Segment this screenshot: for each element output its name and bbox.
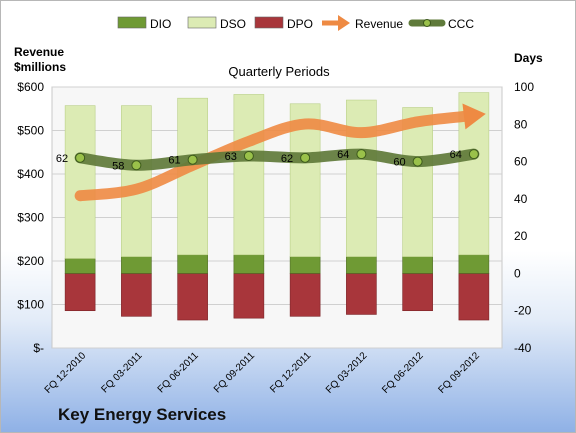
ccc-data-label: 64	[450, 149, 462, 161]
x-axis-tick: FQ 09-2011	[212, 350, 257, 395]
left-axis-tick: $600	[17, 80, 44, 94]
ccc-point	[300, 152, 311, 163]
right-axis-tick: 0	[514, 266, 521, 280]
legend-label: CCC	[448, 17, 474, 31]
x-axis-tick: FQ 09-2012	[436, 350, 482, 396]
ccc-point	[187, 154, 198, 165]
left-axis-label: $millions	[14, 60, 66, 74]
bar-dso	[177, 97, 208, 256]
right-axis-tick: 20	[514, 229, 528, 243]
ccc-data-label: 64	[337, 149, 349, 161]
legend-label: DSO	[220, 17, 246, 31]
bar-dso	[233, 94, 265, 256]
bar-dso	[64, 105, 96, 259]
left-axis-tick: $100	[17, 298, 44, 312]
x-axis-tick: FQ 06-2011	[156, 350, 201, 395]
legend-swatch-dio	[117, 16, 147, 29]
left-axis-tick: $-	[33, 341, 44, 355]
ccc-data-label: 62	[56, 153, 68, 165]
left-axis-tick: $400	[17, 167, 44, 181]
bar-dpo	[289, 273, 321, 317]
bar-dpo	[177, 273, 208, 321]
legend-label: DIO	[150, 17, 171, 31]
right-axis-tick: -20	[514, 304, 532, 318]
left-axis-tick: $300	[17, 211, 44, 225]
x-axis-tick: FQ 03-2011	[100, 350, 145, 395]
right-axis-tick: 60	[514, 155, 528, 169]
right-axis-tick: -40	[514, 341, 532, 355]
bar-dpo	[121, 273, 152, 317]
bar-dso	[402, 107, 433, 257]
legend-label: DPO	[287, 17, 313, 31]
legend-swatch-dso	[187, 16, 217, 29]
right-axis-tick: 80	[514, 117, 528, 131]
x-axis-tick: FQ 06-2012	[380, 350, 426, 396]
revenue-arrowhead	[462, 103, 486, 130]
revenue-line	[74, 110, 470, 202]
right-axis-tick: 100	[514, 80, 534, 94]
left-axis-tick: $200	[17, 254, 44, 268]
legend-swatch-revenue-arrow	[338, 15, 350, 31]
bar-dpo	[402, 273, 433, 312]
company-name: Key Energy Services	[58, 405, 227, 424]
ccc-point	[356, 149, 367, 160]
bar-dio	[177, 254, 208, 274]
ccc-point	[75, 152, 86, 163]
left-axis-tick: $500	[17, 124, 44, 138]
bar-dio	[289, 256, 321, 274]
ccc-data-label: 60	[393, 157, 405, 169]
bar-dio	[64, 258, 96, 274]
legend-label: Revenue	[355, 17, 403, 31]
ccc-point	[243, 150, 254, 161]
left-axis-label: Revenue	[14, 45, 64, 59]
bar-dio	[233, 254, 265, 274]
ccc-data-label: 63	[225, 151, 237, 163]
bar-dio	[402, 256, 433, 274]
right-axis-tick: 40	[514, 192, 528, 206]
chart-title: Quarterly Periods	[228, 64, 330, 79]
legend-swatch-ccc-point	[423, 19, 431, 27]
x-axis-tick: FQ 12-2011	[268, 350, 313, 395]
ccc-point	[131, 160, 142, 171]
ccc-data-label: 62	[281, 153, 293, 165]
bar-dso	[346, 99, 377, 257]
x-axis-tick: FQ 12-2010	[43, 350, 89, 396]
ccc-point	[412, 156, 423, 167]
bar-dio	[458, 254, 490, 274]
right-axis-label: Days	[514, 51, 543, 65]
bar-dio	[121, 256, 152, 274]
ccc-data-label: 61	[168, 155, 180, 167]
bar-dpo	[64, 273, 96, 312]
ccc-data-label: 58	[112, 160, 124, 172]
legend-swatch-dpo	[254, 16, 284, 29]
x-axis-tick: FQ 03-2012	[324, 350, 370, 396]
bar-dpo	[458, 273, 490, 321]
bar-dpo	[346, 273, 377, 315]
bar-dio	[346, 256, 377, 274]
ccc-point	[468, 149, 479, 160]
bar-dpo	[233, 273, 265, 319]
